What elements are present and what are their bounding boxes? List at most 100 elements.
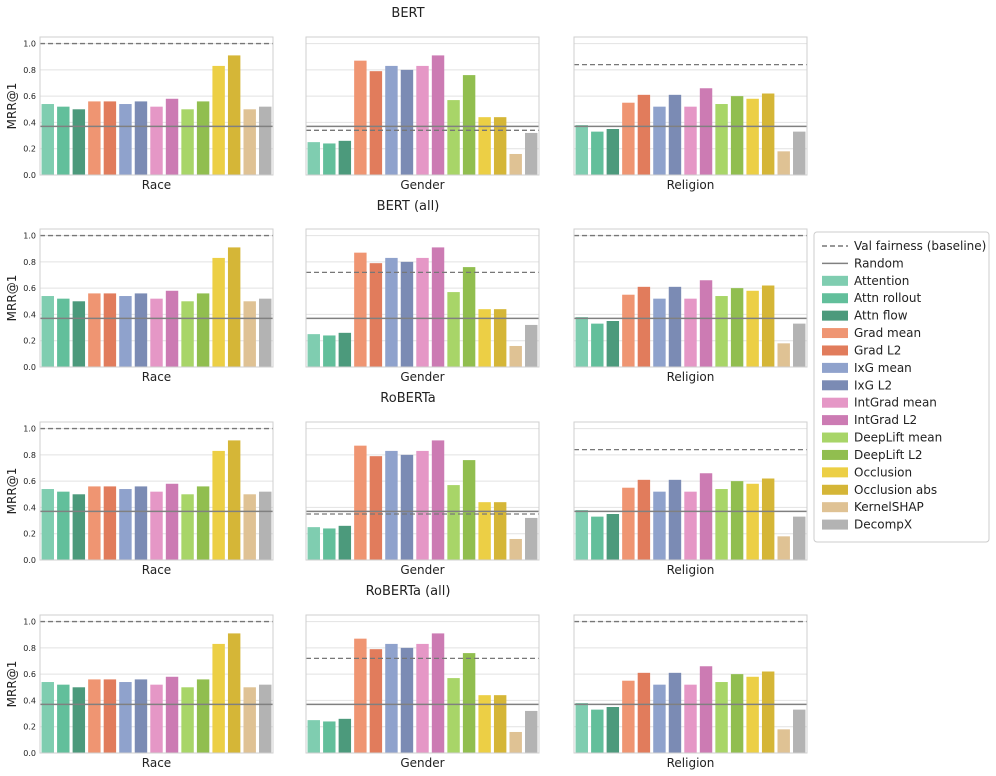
legend-label: Grad L2 xyxy=(854,343,901,357)
bar-kernelshap xyxy=(509,731,522,753)
legend-label: IxG L2 xyxy=(854,378,892,392)
y-tick-label: 0.2 xyxy=(23,530,36,539)
bar-decompx xyxy=(259,684,272,753)
bar-decompx xyxy=(525,710,538,753)
bar-decompx xyxy=(259,491,272,560)
legend-swatch xyxy=(822,275,848,286)
bar-ixg-l2 xyxy=(668,286,682,367)
legend-item: Occlusion xyxy=(822,465,912,479)
y-tick-label: 0.6 xyxy=(23,670,36,679)
y-axis-label: MRR@1 xyxy=(5,661,19,708)
x-axis-label: Religion xyxy=(667,563,715,577)
plot-frame xyxy=(305,421,540,561)
bar-ixg-l2 xyxy=(134,101,148,175)
bar-deeplift-l2 xyxy=(196,486,210,560)
bar-deeplift-l2 xyxy=(196,293,210,367)
subplot-race: 0.0 0.2 0.4 0.6 0.8 1.0 MRR@1 Race xyxy=(5,421,274,577)
bar-deeplift-l2 xyxy=(730,674,744,753)
subplot-race: 0.0 0.2 0.4 0.6 0.8 1.0 MRR@1 Race xyxy=(5,36,274,192)
bar-attn-rollout xyxy=(591,709,604,753)
bar-grad-l2 xyxy=(369,456,383,560)
bar-occlusion xyxy=(746,290,759,367)
bar-attn-rollout xyxy=(323,528,336,560)
legend-label: Occlusion xyxy=(854,465,912,479)
legend-item: Attn flow xyxy=(822,309,908,323)
legend-label: KernelSHAP xyxy=(854,500,924,514)
bar-grad-l2 xyxy=(637,94,651,175)
y-tick-label: 0.6 xyxy=(23,284,36,293)
y-tick-label: 0.2 xyxy=(23,145,36,154)
bar-ixg-mean xyxy=(385,257,398,367)
legend-swatch xyxy=(822,362,848,373)
bar-intgrad-l2 xyxy=(165,483,179,560)
bar-attn-rollout xyxy=(323,721,336,753)
bar-intgrad-l2 xyxy=(165,676,179,753)
bar-attention xyxy=(575,703,588,753)
bar-intgrad-l2 xyxy=(699,666,713,753)
bar-attention xyxy=(575,125,588,175)
bar-attn-rollout xyxy=(57,298,70,367)
legend-label: Occlusion abs xyxy=(854,483,937,497)
plot-frame xyxy=(39,228,274,368)
bar-ixg-l2 xyxy=(400,69,414,175)
bar-ixg-l2 xyxy=(134,486,148,560)
bar-occlusion-abs xyxy=(761,285,775,367)
bar-grad-mean xyxy=(622,487,635,560)
legend: Val fairness (baseline) Random Attention At… xyxy=(813,231,990,543)
row-title: RoBERTa xyxy=(380,391,435,406)
bar-attention xyxy=(41,104,54,175)
legend-swatch xyxy=(822,415,848,426)
y-tick-label: 0.6 xyxy=(23,477,36,486)
y-tick-label: 0.4 xyxy=(23,118,36,127)
bar-deeplift-l2 xyxy=(462,75,476,175)
bar-grad-mean xyxy=(622,102,635,175)
bar-ixg-mean xyxy=(119,489,132,560)
bar-deeplift-mean xyxy=(715,296,728,367)
subplot-religion: Religion xyxy=(573,421,808,577)
legend-swatch xyxy=(822,293,848,304)
bar-intgrad-l2 xyxy=(699,473,713,560)
bar-kernelshap xyxy=(243,109,256,175)
legend-item: Attention xyxy=(822,274,909,288)
bar-intgrad-mean xyxy=(416,65,429,175)
legend-label: IxG mean xyxy=(854,361,912,375)
bar-grad-mean xyxy=(354,252,367,367)
row-title: BERT xyxy=(391,6,424,21)
bar-deeplift-mean xyxy=(715,489,728,560)
bar-occlusion-abs xyxy=(761,478,775,560)
legend-label: DeepLift L2 xyxy=(854,448,923,462)
bar-grad-mean xyxy=(354,445,367,560)
bar-kernelshap xyxy=(509,153,522,175)
bar-ixg-l2 xyxy=(400,454,414,560)
y-tick-label: 1.0 xyxy=(23,40,36,49)
bar-grad-l2 xyxy=(103,679,117,753)
bar-deeplift-mean xyxy=(181,109,194,175)
bar-ixg-mean xyxy=(653,298,666,367)
legend-item: IxG mean xyxy=(822,361,912,375)
legend-item: IntGrad mean xyxy=(822,396,937,410)
legend-item: Random xyxy=(822,256,904,270)
bar-ixg-l2 xyxy=(668,479,682,560)
legend-swatch xyxy=(822,519,848,530)
legend-swatch xyxy=(822,310,848,321)
bar-decompx xyxy=(793,709,806,753)
bar-ixg-mean xyxy=(119,682,132,753)
bar-grad-mean xyxy=(88,101,101,175)
legend-label: Val fairness (baseline) xyxy=(854,239,986,253)
bar-occlusion-abs xyxy=(227,55,241,175)
bar-deeplift-mean xyxy=(447,678,460,753)
x-axis-label: Race xyxy=(142,563,171,577)
bar-decompx xyxy=(259,106,272,175)
legend-label: Attn rollout xyxy=(854,291,921,305)
bar-occlusion xyxy=(212,65,225,175)
bar-attention xyxy=(41,296,54,367)
y-tick-label: 1.0 xyxy=(23,425,36,434)
bar-intgrad-mean xyxy=(416,450,429,560)
bar-grad-l2 xyxy=(369,263,383,367)
bar-kernelshap xyxy=(509,345,522,367)
bar-attn-flow xyxy=(338,332,352,367)
x-axis-label: Race xyxy=(142,756,171,770)
legend-item: KernelSHAP xyxy=(822,500,924,514)
bar-kernelshap xyxy=(777,729,790,753)
bar-intgrad-l2 xyxy=(431,55,445,175)
